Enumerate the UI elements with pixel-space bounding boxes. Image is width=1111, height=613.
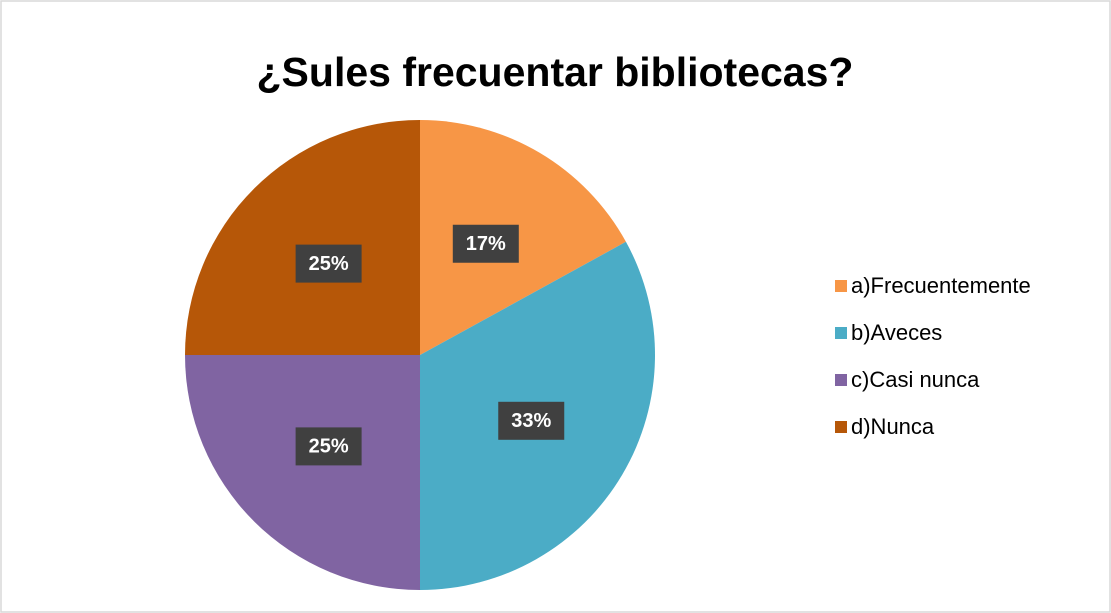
legend-swatch [835,280,847,292]
pie-slice [185,355,420,590]
data-label: 17% [466,233,506,255]
pie-slice [185,120,420,355]
data-label: 25% [309,436,349,458]
data-label-box [498,401,565,440]
legend-label: a)Frecuentemente [851,273,1031,298]
data-label-box [452,224,519,263]
data-label-box [295,244,362,283]
legend-label: c)Casi nunca [851,367,980,392]
legend-label: b)Aveces [851,320,942,345]
legend-swatch [835,421,847,433]
data-label: 33% [511,410,551,432]
data-label-box [295,427,362,466]
pie-slice [420,120,626,355]
chart-title: ¿Sules frecuentar bibliotecas? [257,49,854,95]
legend-swatch [835,374,847,386]
legend-label: d)Nunca [851,414,935,439]
legend-swatch [835,327,847,339]
data-label: 25% [309,253,349,275]
